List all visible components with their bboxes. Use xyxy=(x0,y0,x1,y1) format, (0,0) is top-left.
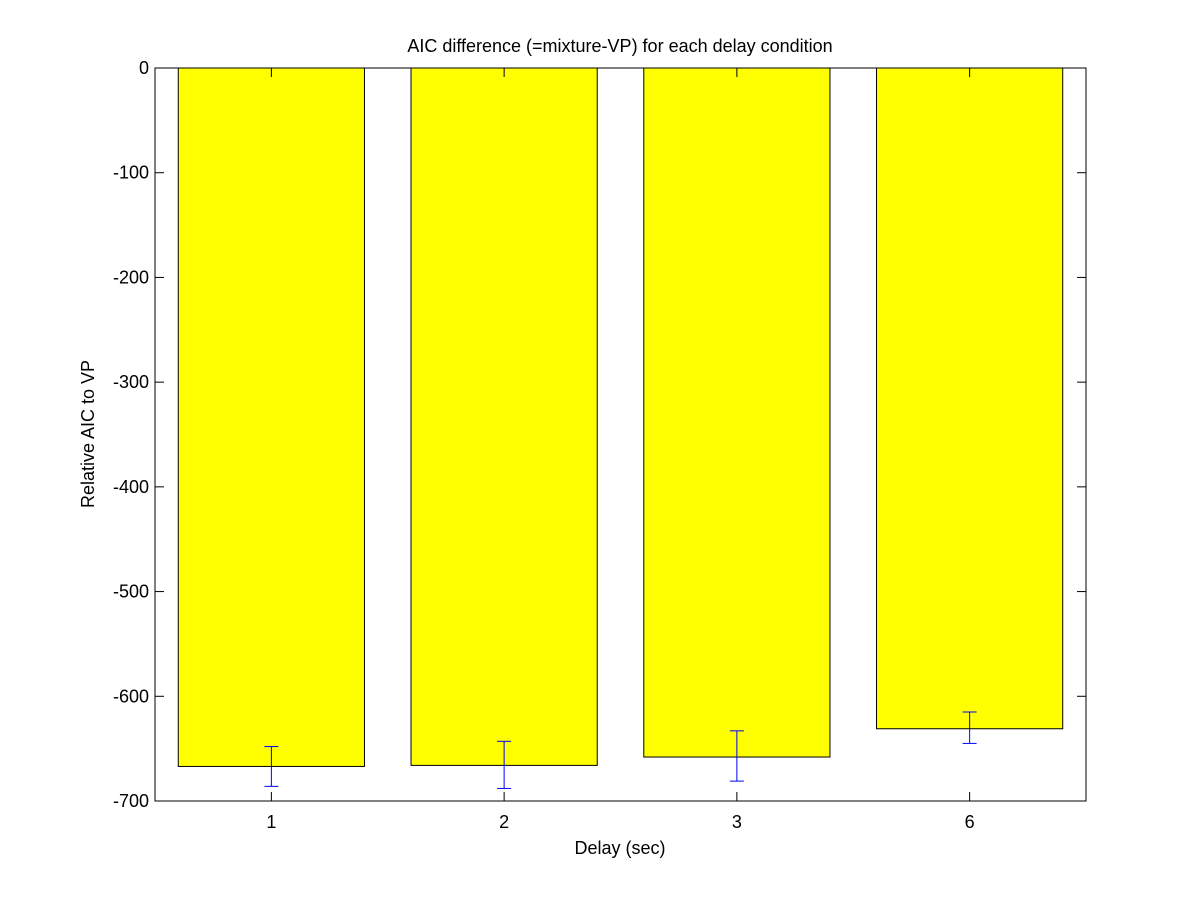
bar xyxy=(877,68,1063,729)
y-tick-label: 0 xyxy=(139,58,149,78)
bar xyxy=(178,68,364,766)
bar xyxy=(644,68,830,757)
bar xyxy=(411,68,597,765)
x-tick-label: 6 xyxy=(965,812,975,832)
y-tick-label: -600 xyxy=(113,686,149,706)
x-axis-label: Delay (sec) xyxy=(574,838,665,858)
y-tick-label: -300 xyxy=(113,372,149,392)
x-tick-label: 3 xyxy=(732,812,742,832)
chart-title: AIC difference (=mixture-VP) for each de… xyxy=(407,36,832,56)
y-tick-label: -400 xyxy=(113,477,149,497)
x-tick-label: 1 xyxy=(266,812,276,832)
y-tick-label: -500 xyxy=(113,582,149,602)
y-axis-label: Relative AIC to VP xyxy=(78,360,98,508)
x-tick-label: 2 xyxy=(499,812,509,832)
y-tick-label: -200 xyxy=(113,267,149,287)
y-tick-label: -100 xyxy=(113,163,149,183)
y-tick-label: -700 xyxy=(113,791,149,811)
